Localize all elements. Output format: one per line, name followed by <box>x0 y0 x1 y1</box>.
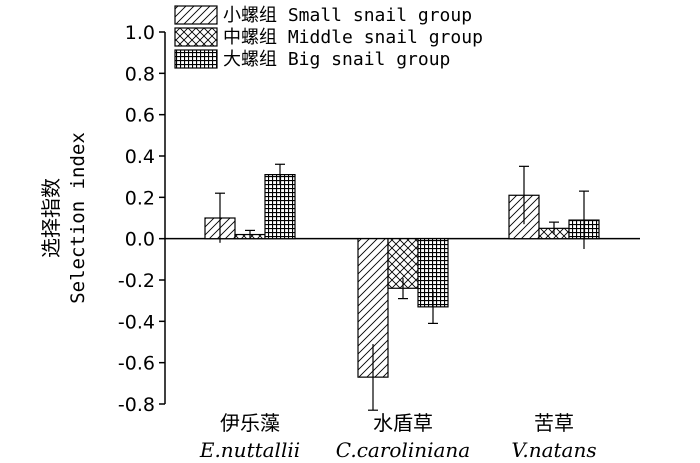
category-label-en: C.caroliniana <box>336 438 470 462</box>
legend-label: 大螺组 Big snail group <box>223 49 450 70</box>
y-tick-label: -0.2 <box>118 270 155 292</box>
legend-label: 小螺组 Small snail group <box>223 5 472 26</box>
category-label-cn: 苦草 <box>534 411 574 435</box>
bar <box>264 174 296 240</box>
legend-label: 中螺组 Middle snail group <box>223 27 483 48</box>
y-tick-label: 1.0 <box>125 22 155 44</box>
y-tick-label: -0.8 <box>118 394 155 416</box>
category-labels: 伊乐藻 E.nuttallii 水盾草 C.caroliniana 苦草 V.natans <box>199 411 597 462</box>
error-bars <box>215 163 589 411</box>
bars <box>204 174 600 378</box>
y-axis-label-cn: 选择指数 <box>39 178 63 258</box>
category-label-cn: 水盾草 <box>373 411 433 435</box>
category-label-cn: 伊乐藻 <box>220 411 280 435</box>
y-axis-label: 选择指数 Selection index <box>39 132 89 304</box>
axes: 1.0 0.8 0.6 0.4 0.2 0.0 -0.2 -0.4 -0.6 -0.8 <box>118 22 640 416</box>
legend-swatch <box>174 49 218 69</box>
y-axis-label-en: Selection index <box>67 132 89 304</box>
y-tick-label: -0.4 <box>118 311 155 333</box>
category-label-en: E.nuttallii <box>199 438 300 462</box>
legend-swatch <box>174 5 218 25</box>
y-tick-label: -0.6 <box>118 353 155 375</box>
y-tick-label: 0.4 <box>125 146 155 168</box>
y-tick-label: 0.0 <box>125 229 155 251</box>
y-tick-label: 0.2 <box>125 187 155 209</box>
y-tick-label: 0.8 <box>125 63 155 85</box>
y-tick-label: 0.6 <box>125 105 155 127</box>
legend-swatch <box>174 27 218 47</box>
category-label-en: V.natans <box>511 438 596 462</box>
